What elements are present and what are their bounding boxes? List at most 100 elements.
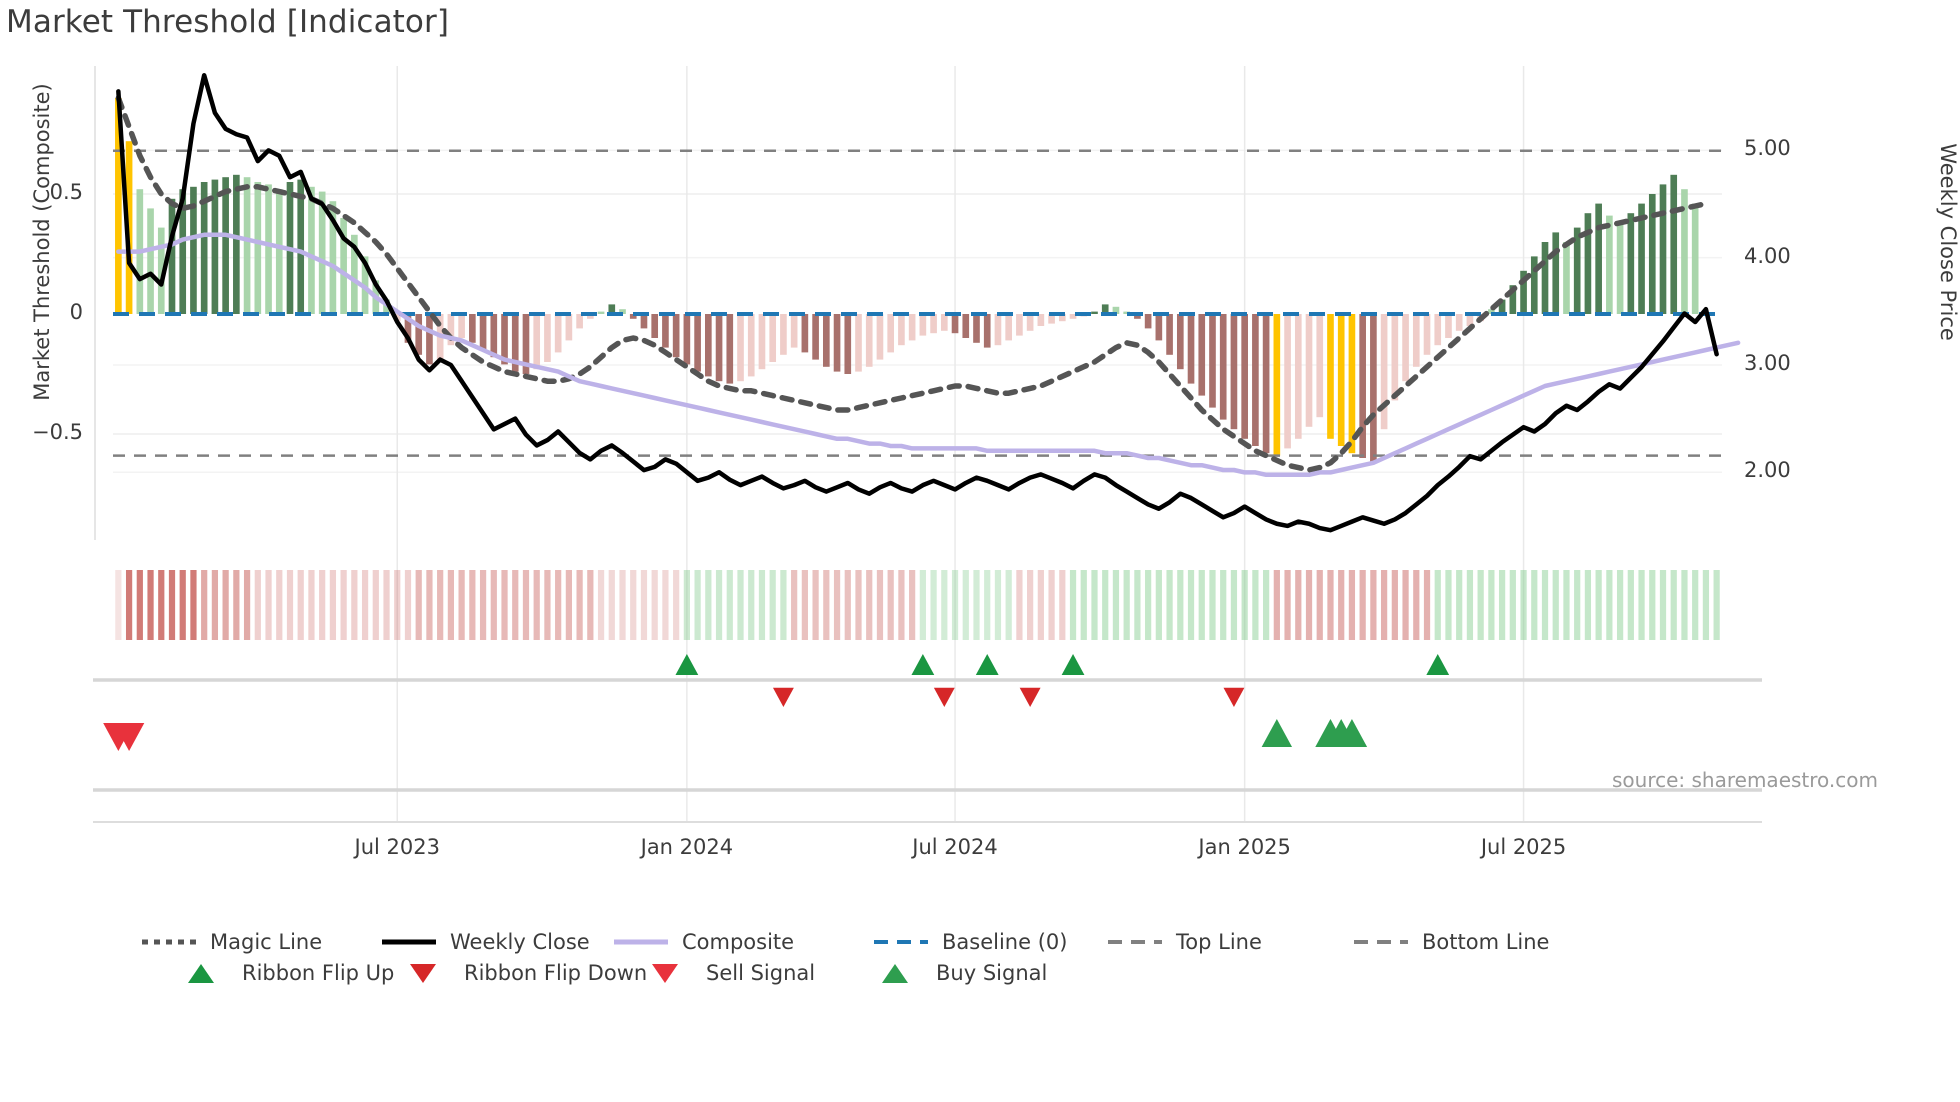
histogram-bar bbox=[812, 314, 819, 360]
ribbon-cell bbox=[415, 570, 422, 640]
ribbon-cell bbox=[726, 570, 733, 640]
histogram-bar bbox=[297, 179, 305, 314]
ribbon-cell bbox=[1327, 570, 1334, 640]
legend-primary-item[interactable]: Weekly Close bbox=[380, 925, 590, 959]
legend-marker-item[interactable]: Ribbon Flip Down bbox=[394, 956, 647, 990]
ribbon-cell bbox=[898, 570, 905, 640]
histogram-bar bbox=[1198, 314, 1206, 396]
ribbon-cell bbox=[1380, 570, 1388, 640]
ribbon-cell bbox=[1509, 570, 1516, 640]
legend-marker-item[interactable]: Sell Signal bbox=[636, 956, 815, 990]
ribbon-cell bbox=[1305, 570, 1313, 640]
histogram-bar bbox=[522, 314, 530, 374]
legend-row-markers: Ribbon Flip Up Ribbon Flip Down Sell Sig… bbox=[0, 956, 1960, 990]
ribbon-cell bbox=[994, 570, 1002, 640]
histogram-bar bbox=[865, 314, 873, 367]
ribbon-cell bbox=[447, 570, 455, 640]
ribbon-cell bbox=[748, 570, 755, 640]
ribbon-cell bbox=[1488, 570, 1495, 640]
histogram-bar bbox=[726, 314, 734, 384]
ribbon-cell bbox=[791, 570, 798, 640]
legend-primary-item[interactable]: Magic Line bbox=[140, 925, 322, 959]
legend-marker-item[interactable]: Buy Signal bbox=[866, 956, 1047, 990]
ribbon-cell bbox=[286, 570, 294, 640]
ribbon-cell bbox=[833, 570, 841, 640]
histogram-bar bbox=[329, 201, 337, 314]
histogram-bar bbox=[1627, 213, 1635, 314]
histogram-bar bbox=[715, 314, 723, 382]
ribbon-cell bbox=[1606, 570, 1613, 640]
histogram-bar bbox=[211, 179, 219, 314]
histogram-bar bbox=[790, 314, 798, 348]
ribbon-cell bbox=[1005, 570, 1012, 640]
ribbon-cell bbox=[1477, 570, 1484, 640]
source-credit: source: sharemaestro.com bbox=[1612, 768, 1878, 792]
histogram-bar bbox=[1294, 314, 1302, 439]
histogram-bar bbox=[1327, 314, 1334, 439]
histogram-bar bbox=[769, 314, 777, 362]
ribbon-cell bbox=[823, 570, 830, 640]
legend-line-swatch bbox=[380, 932, 438, 952]
histogram-bar bbox=[1166, 314, 1173, 355]
histogram-bar bbox=[1241, 314, 1248, 439]
histogram-bar bbox=[1616, 222, 1624, 314]
histogram-bar bbox=[1305, 314, 1313, 427]
ribbon-cell bbox=[115, 570, 122, 640]
legend-marker-item[interactable]: Ribbon Flip Up bbox=[172, 956, 394, 990]
ribbon-cell bbox=[1702, 570, 1710, 640]
histogram-bar bbox=[1488, 309, 1495, 314]
ribbon-cell bbox=[1338, 570, 1345, 640]
histogram-bar bbox=[1252, 314, 1259, 446]
ribbon-cell bbox=[1423, 570, 1431, 640]
legend-label: Weekly Close bbox=[450, 930, 590, 954]
ribbon-cell bbox=[555, 570, 562, 640]
ribbon-cell bbox=[340, 570, 347, 640]
histogram-bar bbox=[629, 314, 637, 319]
histogram-bar bbox=[1455, 314, 1463, 331]
histogram-bar bbox=[168, 198, 176, 314]
histogram-bar bbox=[1134, 314, 1141, 319]
legend-primary-item[interactable]: Composite bbox=[612, 925, 794, 959]
histogram-bar bbox=[973, 314, 980, 343]
ribbon-cell bbox=[1284, 570, 1291, 640]
magic-line-series bbox=[115, 95, 1709, 473]
ribbon-cell bbox=[1413, 570, 1420, 640]
histogram-bar bbox=[833, 314, 841, 372]
y-axis-left-tick-label: 0 bbox=[69, 300, 83, 324]
ribbon-cell bbox=[522, 570, 530, 640]
ribbon-cell bbox=[1391, 570, 1398, 640]
histogram-bar bbox=[844, 314, 852, 374]
histogram-bar bbox=[694, 314, 701, 372]
legend-primary-item[interactable]: Baseline (0) bbox=[872, 925, 1067, 959]
histogram-bar bbox=[275, 189, 283, 314]
ribbon-cell bbox=[125, 570, 133, 640]
ribbon-cell bbox=[608, 570, 615, 640]
histogram-bar bbox=[1069, 314, 1077, 319]
histogram-bar bbox=[1412, 314, 1420, 367]
x-axis-tick-label: Jan 2024 bbox=[640, 835, 734, 859]
ribbon-cell bbox=[1123, 570, 1130, 640]
histogram-bar bbox=[1112, 306, 1120, 314]
histogram-bar bbox=[1219, 314, 1227, 420]
ribbon-flip-up-marker bbox=[675, 654, 699, 675]
ribbon-cell bbox=[276, 570, 283, 640]
ribbon-cell bbox=[544, 570, 551, 640]
histogram-bar bbox=[404, 314, 412, 343]
histogram-bar bbox=[1091, 311, 1098, 314]
ribbon-cell bbox=[694, 570, 701, 640]
legend-line-swatch bbox=[612, 932, 670, 952]
histogram-bar bbox=[233, 174, 240, 314]
ribbon-cell bbox=[372, 570, 379, 640]
ribbon-cell bbox=[329, 570, 337, 640]
ribbon-cell bbox=[565, 570, 572, 640]
ribbon-cell bbox=[1370, 570, 1377, 640]
legend-primary-item[interactable]: Top Line bbox=[1106, 925, 1262, 959]
ribbon-cell bbox=[1574, 570, 1581, 640]
ribbon-cell bbox=[383, 570, 390, 640]
legend-label: Baseline (0) bbox=[942, 930, 1068, 954]
legend-label: Ribbon Flip Down bbox=[464, 961, 648, 985]
legend-primary-item[interactable]: Bottom Line bbox=[1352, 925, 1549, 959]
histogram-bar bbox=[501, 314, 508, 365]
ribbon-cell bbox=[1681, 570, 1688, 640]
